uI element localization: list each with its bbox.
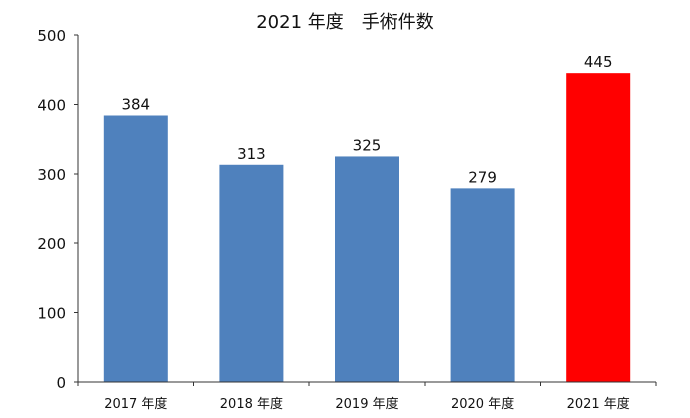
y-tick-label: 200 <box>37 235 66 253</box>
x-tick-label: 2020 年度 <box>451 396 514 412</box>
x-axis-ticks: 2017 年度 2018 年度 2019 年度 2020 年度 2021 年度 <box>104 396 630 412</box>
bar-value-label: 445 <box>584 53 613 71</box>
y-tick-label: 300 <box>37 166 66 184</box>
bars <box>103 73 631 383</box>
bar <box>335 156 399 382</box>
y-tick-label: 500 <box>37 27 66 45</box>
x-tick-label: 2017 年度 <box>104 396 167 412</box>
x-tick-label: 2021 年度 <box>567 396 630 412</box>
bar-value-label: 325 <box>353 136 382 154</box>
bar <box>566 73 631 383</box>
bar <box>450 188 515 382</box>
y-axis-ticks: 0 100 200 300 400 500 <box>37 27 66 392</box>
y-tick-label: 400 <box>37 96 66 114</box>
data-labels: 384 313 325 279 445 <box>121 53 612 186</box>
bar-value-label: 313 <box>237 145 266 163</box>
bar <box>103 115 168 382</box>
x-tick-label: 2019 年度 <box>335 396 398 412</box>
bar <box>219 164 284 382</box>
y-tick-label: 0 <box>56 374 66 392</box>
chart-title: 2021 年度 手術件数 <box>256 12 434 33</box>
y-tick-label: 100 <box>37 305 66 323</box>
bar-value-label: 384 <box>121 96 150 114</box>
axis-tick-marks <box>74 34 657 386</box>
x-tick-label: 2018 年度 <box>220 396 283 412</box>
bar-value-label: 279 <box>468 168 497 186</box>
